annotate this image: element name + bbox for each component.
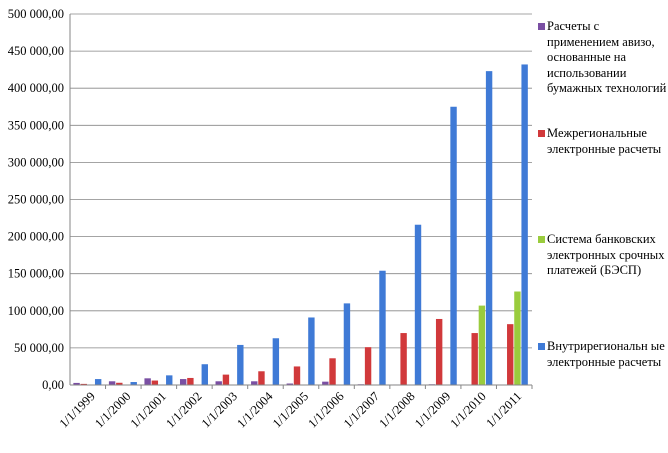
bar [329, 358, 336, 385]
bar [450, 106, 457, 385]
y-tick-label: 300 000,00 [8, 155, 64, 169]
legend-label-avizo: Расчеты с применением авизо, основанные … [547, 19, 667, 95]
y-tick-label: 50 000,00 [14, 341, 64, 355]
legend-swatch-interregional [538, 130, 545, 137]
legend-label-besp: Система банковских электронных срочных п… [547, 232, 665, 277]
x-tick-label: 1/1/2001 [128, 389, 169, 430]
y-tick-label: 500 000,00 [8, 7, 64, 21]
bar [435, 318, 443, 385]
y-tick-label: 200 000,00 [8, 230, 64, 244]
y-tick-label: 450 000,00 [8, 44, 64, 58]
bar [471, 333, 478, 385]
legend: Расчеты с применением авизо, основанные … [534, 0, 668, 453]
x-tick-label: 1/1/2002 [163, 389, 204, 430]
bar [343, 303, 351, 385]
y-tick-label: 0,00 [42, 378, 64, 392]
legend-entry-avizo: Расчеты с применением авизо, основанные … [534, 19, 668, 97]
legend-label-interregional: Межрегиональные электронные расчеты [547, 126, 662, 156]
legend-entry-intraregional: Внутрирегиональн ые электронные расчеты [534, 339, 668, 370]
y-axis-tick-labels: 0,00 50 000,00 100 000,00 150 000,00 200 000… [8, 7, 64, 392]
bar [116, 382, 123, 385]
bar [222, 374, 230, 385]
bar [485, 71, 493, 385]
bar [521, 64, 528, 386]
y-tick-label: 350 000,00 [8, 118, 64, 132]
bar [258, 371, 265, 385]
legend-entry-besp: Система банковских электронных срочных п… [534, 232, 668, 279]
bar [151, 380, 159, 385]
legend-swatch-avizo [538, 23, 545, 30]
bar [108, 381, 116, 385]
legend-swatch-intraregional [538, 343, 545, 350]
bar [144, 378, 151, 385]
x-axis-tick-labels: 1/1/19991/1/20001/1/20011/1/20021/1/2003… [57, 389, 525, 431]
bar [237, 344, 244, 385]
bar [215, 381, 222, 385]
legend-entry-interregional: Межрегиональные электронные расчеты [534, 126, 668, 157]
bar [379, 270, 386, 385]
y-tick-label: 250 000,00 [8, 193, 64, 207]
axes [69, 14, 533, 389]
bar [166, 375, 173, 385]
legend-label-intraregional: Внутрирегиональн ые электронные расчеты [547, 339, 665, 369]
bar [73, 382, 80, 385]
bar [478, 305, 486, 385]
x-tick-label: 1/1/2003 [199, 389, 240, 430]
y-tick-label: 150 000,00 [8, 267, 64, 281]
y-tick-label: 100 000,00 [8, 304, 64, 318]
bar [364, 347, 372, 385]
x-tick-label: 1/1/2009 [412, 389, 453, 430]
legend-swatch-besp [538, 236, 545, 243]
x-tick-label: 1/1/1999 [57, 389, 98, 430]
bar [272, 338, 280, 385]
x-tick-label: 1/1/2011 [483, 389, 524, 430]
bar [308, 317, 315, 385]
x-tick-label: 1/1/2006 [305, 389, 346, 430]
bar [514, 291, 521, 385]
bar [187, 377, 194, 385]
bar [322, 381, 329, 385]
bar [286, 383, 293, 385]
y-tick-label: 400 000,00 [8, 81, 64, 95]
bar [293, 366, 301, 385]
x-tick-label: 1/1/2008 [376, 389, 417, 430]
x-tick-label: 1/1/2000 [92, 389, 133, 430]
bar [94, 379, 102, 385]
x-tick-label: 1/1/2005 [270, 389, 311, 430]
bar [251, 381, 258, 385]
gridlines [70, 13, 532, 349]
x-tick-label: 1/1/2004 [234, 389, 276, 431]
bar [179, 379, 187, 385]
bars [73, 64, 528, 386]
bar [130, 382, 137, 385]
bar [414, 224, 422, 385]
bar [400, 333, 407, 385]
x-tick-label: 1/1/2007 [341, 389, 382, 430]
bar [201, 364, 208, 385]
x-tick-label: 1/1/2010 [447, 389, 488, 430]
bar [80, 383, 87, 385]
bar [507, 324, 514, 385]
